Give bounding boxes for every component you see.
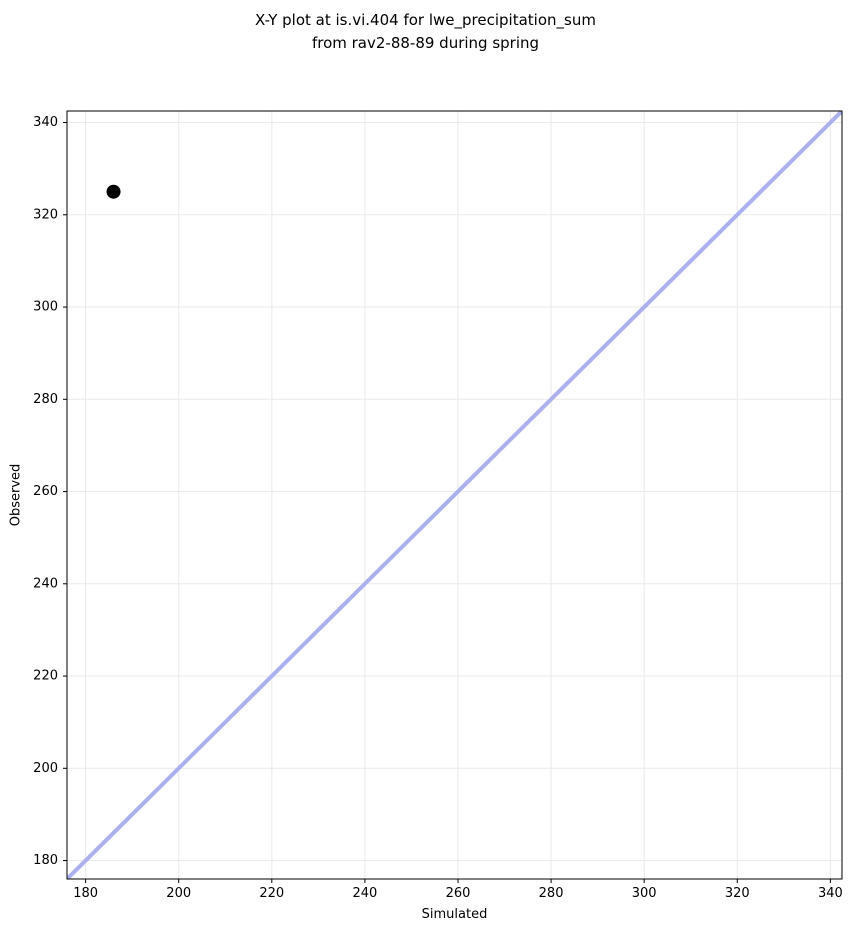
y-tick-label: 200 xyxy=(33,761,58,776)
y-tick-label: 220 xyxy=(33,669,58,684)
x-tick-label: 220 xyxy=(259,886,284,901)
chart-title: X-Y plot at is.vi.404 for lwe_precipitat… xyxy=(255,11,596,52)
data-point xyxy=(106,184,121,199)
y-tick-label: 340 xyxy=(33,115,58,130)
x-axis-label: Simulated xyxy=(421,907,488,922)
x-tick-label: 320 xyxy=(725,886,750,901)
x-tick-label: 180 xyxy=(73,886,98,901)
y-axis-label: Observed xyxy=(8,463,24,527)
y-tick-label: 300 xyxy=(33,300,58,315)
y-tick-label: 260 xyxy=(33,484,58,499)
y-tick-label: 180 xyxy=(33,853,58,868)
x-tick-label: 260 xyxy=(446,886,471,901)
y-tick-label: 320 xyxy=(33,207,58,222)
x-tick-label: 300 xyxy=(632,886,657,901)
x-tick-label: 240 xyxy=(352,886,377,901)
identity-line xyxy=(67,111,842,879)
plot-box xyxy=(66,110,843,880)
y-tick-label: 240 xyxy=(33,576,58,591)
x-tick-label: 200 xyxy=(166,886,191,901)
x-tick-label: 340 xyxy=(818,886,843,901)
x-tick-label: 280 xyxy=(539,886,564,901)
y-tick-label: 280 xyxy=(33,392,58,407)
